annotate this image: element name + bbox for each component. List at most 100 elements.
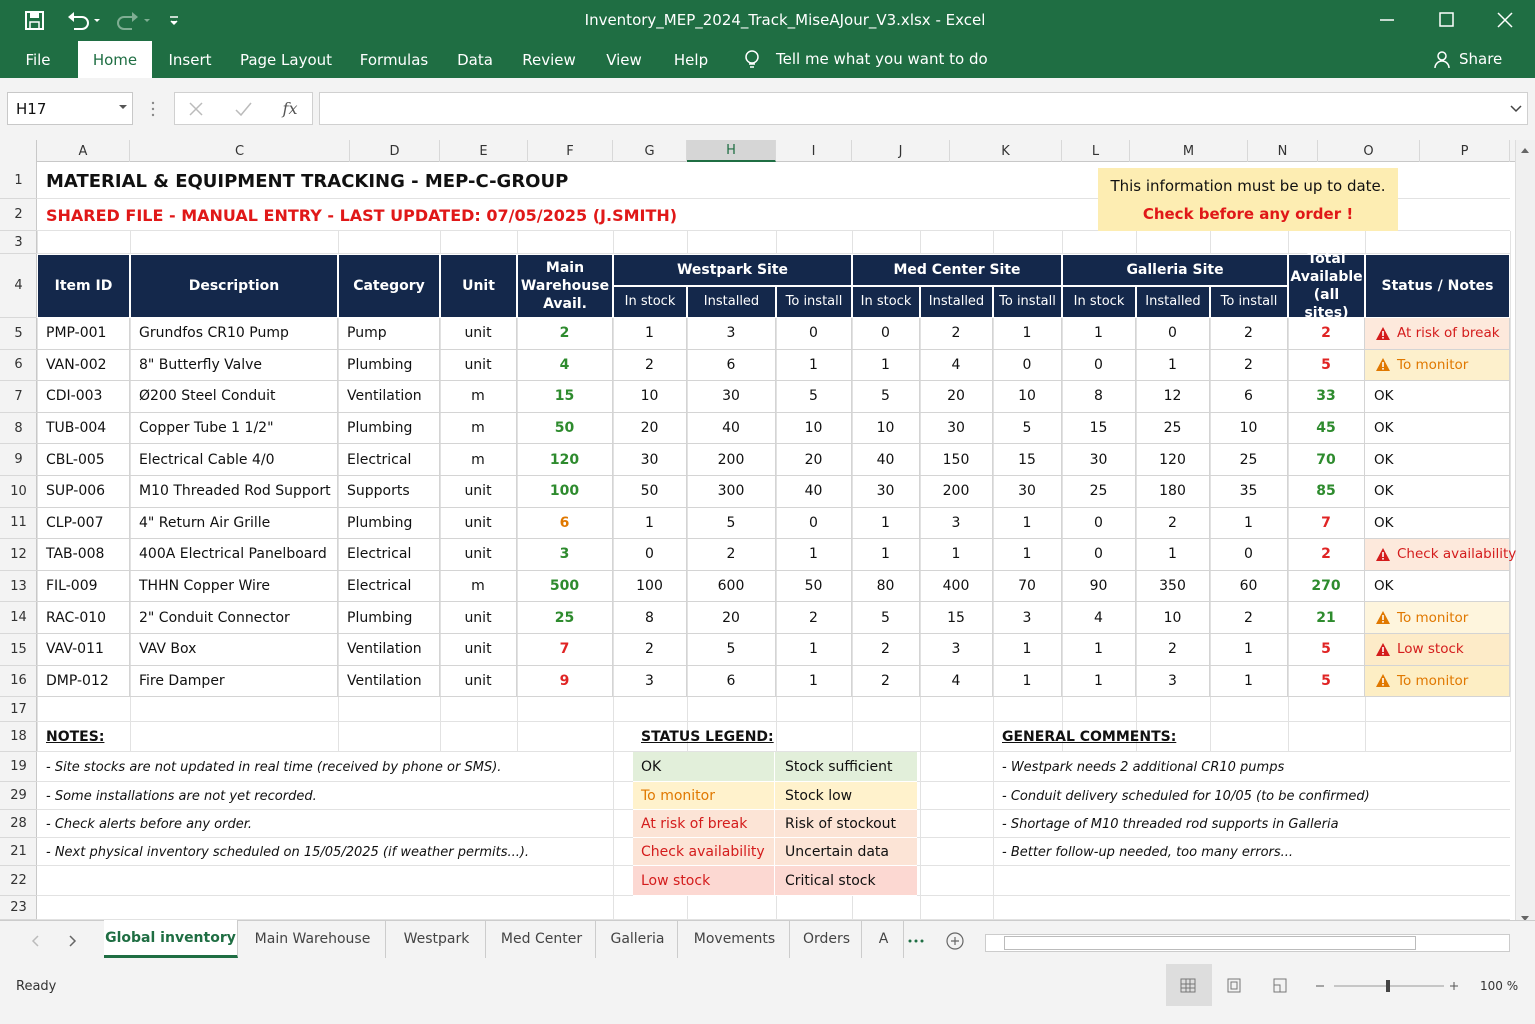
sheet-tab[interactable]: A (864, 920, 904, 958)
ribbon-tab[interactable]: Data (457, 50, 493, 69)
grid-row-line (37, 198, 1510, 199)
column-header: E (440, 140, 528, 162)
share-button[interactable]: Share (1459, 50, 1503, 68)
legend-meaning: Uncertain data (775, 838, 917, 867)
table-cell: 1 (1062, 318, 1136, 350)
grid-col-line (338, 722, 339, 753)
table-cell: 600 (687, 570, 776, 603)
grid-col-line (852, 697, 853, 723)
vertical-scrollbar[interactable] (1515, 140, 1535, 928)
grid-col-line (776, 602, 777, 634)
table-cell: 30 (852, 476, 920, 508)
sheet-tab[interactable]: Movements (680, 920, 790, 958)
scroll-thumb[interactable] (1004, 936, 1416, 950)
table-cell: Ø200 Steel Conduit (130, 381, 338, 413)
sheet-nav-arrows[interactable] (28, 934, 78, 948)
ribbon-tab[interactable]: File (25, 50, 51, 69)
formula-input[interactable] (319, 92, 1528, 125)
grid-col-line (1210, 665, 1211, 698)
grid-col-line (852, 349, 853, 382)
table-header: Description (130, 254, 338, 318)
legend-label: Check availability (633, 838, 775, 867)
ribbon-tab[interactable]: Formulas (359, 50, 429, 69)
table-cell: OK (1365, 412, 1510, 445)
sheet-tab[interactable]: Med Center (488, 920, 596, 958)
name-box[interactable]: H17 (7, 92, 133, 125)
grid-col-line (613, 634, 614, 666)
grid-col-line (1210, 634, 1211, 666)
scroll-arrows[interactable] (1519, 144, 1531, 928)
table-cell: 8 (1062, 381, 1136, 413)
table-cell: 1 (1210, 507, 1288, 540)
grid-col-line (1210, 318, 1211, 350)
grid-col-line (1210, 539, 1211, 571)
grid-col-line (920, 231, 921, 254)
grid-col-line (130, 444, 131, 476)
grid-col-line (993, 476, 994, 508)
row-header: 28 (0, 810, 37, 839)
normal-view-selected[interactable] (1166, 964, 1212, 1006)
table-cell: 2 (613, 634, 687, 666)
ribbon-tab[interactable]: Home (78, 41, 152, 78)
sheet-tab[interactable]: Main Warehouse (240, 920, 386, 958)
table-cell: TAB-008 (37, 539, 130, 571)
ribbon-tab[interactable]: Page Layout (239, 50, 333, 69)
column-header: N (1248, 140, 1318, 162)
grid-col-line (37, 665, 38, 698)
table-cell: Plumbing (338, 412, 440, 445)
grid-col-line (1510, 476, 1511, 508)
sheet-tab[interactable]: Global inventory (104, 920, 238, 958)
table-header: Item ID (37, 254, 130, 318)
status-text: Ready (16, 978, 57, 994)
grid-col-line (1062, 665, 1063, 698)
table-cell: 400A Electrical Panelboard (130, 539, 338, 571)
comments-heading: GENERAL COMMENTS: (1002, 729, 1177, 746)
grid-col-line (852, 602, 853, 634)
expand-formula[interactable] (1510, 104, 1522, 114)
table-cell: OK (1365, 381, 1510, 413)
note-item: - Site stocks are not updated in real ti… (46, 759, 502, 775)
sheet-tab[interactable]: Orders (792, 920, 862, 958)
sheet-tab[interactable]: Westpark (388, 920, 486, 958)
grid-col-line (613, 838, 614, 867)
table-cell: 6 (687, 665, 776, 698)
table-cell: Check availability (1365, 539, 1516, 571)
grid-col-line (130, 697, 131, 723)
legend-meaning: Stock low (775, 782, 917, 811)
cancel-enter-icons (189, 102, 252, 117)
grid-col-line (613, 444, 614, 476)
name-box-dropdown[interactable] (118, 104, 128, 112)
zoom-slider[interactable] (1312, 976, 1462, 996)
table-cell: unit (440, 476, 517, 508)
sheet-tab[interactable]: Galleria (598, 920, 678, 958)
tell-me-search[interactable]: Tell me what you want to do (776, 50, 988, 68)
grid-col-line (1062, 349, 1063, 382)
column-header: H (687, 140, 776, 162)
fx-button[interactable]: fx (282, 99, 298, 118)
table-cell: 3 (1136, 665, 1210, 698)
grid-col-line (920, 602, 921, 634)
window-controls[interactable] (1370, 8, 1520, 32)
column-header: F (528, 140, 613, 162)
grid-col-line (687, 318, 688, 350)
row-header: 18 (0, 722, 37, 753)
table-cell: 1 (1062, 634, 1136, 666)
table-cell: unit (440, 602, 517, 634)
ribbon-tab[interactable]: Review (522, 50, 576, 69)
warning-icon (1376, 548, 1390, 561)
grid-col-line (776, 896, 777, 921)
grid-col-line (338, 318, 339, 350)
table-cell: 1 (776, 665, 852, 698)
table-cell: 6 (1210, 381, 1288, 413)
ribbon-tab[interactable]: View (606, 50, 642, 69)
grid-col-line (687, 349, 688, 382)
grid-col-line (687, 476, 688, 508)
ribbon-tab[interactable]: Insert (168, 50, 212, 69)
ribbon-tab[interactable]: Help (673, 50, 709, 69)
row-header: 6 (0, 350, 37, 382)
view-icons[interactable] (1180, 977, 1300, 995)
table-cell: 0 (776, 318, 852, 350)
add-sheet-icons[interactable] (906, 930, 968, 952)
table-cell: OK (1365, 570, 1510, 603)
grid-col-line (1210, 507, 1211, 540)
